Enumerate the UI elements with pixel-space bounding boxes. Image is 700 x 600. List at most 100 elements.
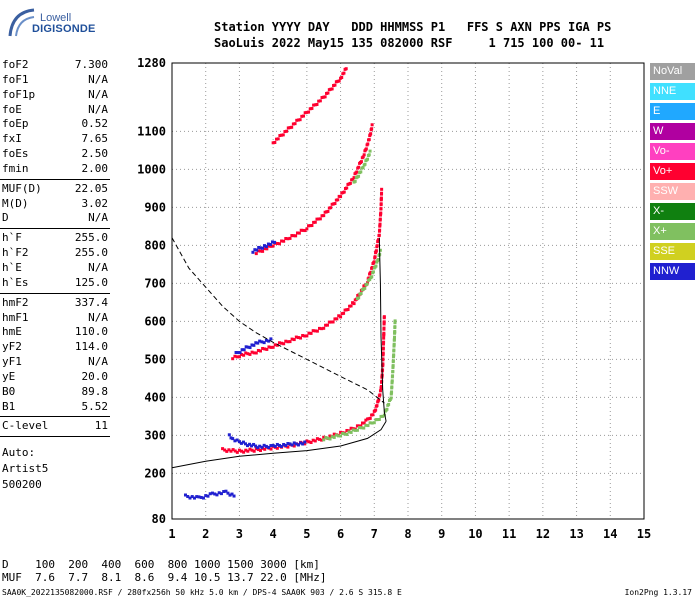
echo-point <box>294 234 298 238</box>
x-tick-label: 5 <box>303 527 310 541</box>
echo-point <box>239 441 243 445</box>
echo-point <box>364 147 368 151</box>
echo-point <box>223 448 227 452</box>
echo-point <box>349 426 353 430</box>
param-name: foF2 <box>2 58 29 71</box>
echo-point <box>380 187 384 191</box>
echo-point <box>370 127 374 131</box>
param-name: h`F <box>2 231 22 245</box>
echo-point <box>251 250 255 254</box>
echo-point <box>275 343 279 347</box>
echo-point <box>264 444 268 448</box>
echo-point <box>265 247 269 251</box>
echo-point <box>392 337 396 341</box>
echo-point <box>259 249 262 253</box>
echo-trace <box>183 489 236 500</box>
echo-point <box>285 129 289 133</box>
echo-point <box>387 402 391 406</box>
echo-point <box>240 449 244 453</box>
echo-point <box>303 334 307 338</box>
echo-point <box>262 443 266 447</box>
echo-point <box>389 396 393 400</box>
echo-point <box>322 214 326 218</box>
echo-point <box>286 445 290 449</box>
echo-point <box>240 348 244 352</box>
echo-point <box>277 341 281 345</box>
echo-point <box>305 334 309 338</box>
param-row: M(D) 3.02 <box>0 197 112 212</box>
echo-point <box>275 442 279 446</box>
echo-point <box>290 337 294 341</box>
echo-point <box>327 320 331 324</box>
echo-trace <box>322 319 397 442</box>
echo-point <box>266 242 270 246</box>
x-tick-label: 6 <box>337 527 344 541</box>
echo-point <box>295 231 299 235</box>
echo-point <box>341 431 345 435</box>
echo-point <box>333 202 337 206</box>
echo-point <box>269 444 273 448</box>
param-value: 2.00 <box>81 161 109 175</box>
echo-point <box>244 345 248 349</box>
echo-point <box>358 426 362 430</box>
param-row: yE 20.0 <box>0 370 112 385</box>
echo-point <box>318 326 321 330</box>
param-row: yF2 114.0 <box>0 340 112 355</box>
echo-point <box>344 67 348 71</box>
echo-point <box>382 340 386 344</box>
echo-point <box>391 369 395 373</box>
x-tick-label: 9 <box>438 527 445 541</box>
echo-point <box>318 217 322 221</box>
echo-point <box>368 149 372 153</box>
echo-point <box>381 346 385 350</box>
legend-item: W <box>650 123 695 140</box>
echo-point <box>378 393 382 397</box>
echo-point <box>349 304 353 308</box>
echo-point <box>359 424 363 428</box>
param-name: MUF(D) <box>2 181 42 195</box>
echo-point <box>253 248 257 252</box>
echo-point <box>288 340 292 344</box>
param-value: 7.300 <box>74 58 108 71</box>
echo-point <box>208 492 212 496</box>
echo-traces <box>183 67 397 500</box>
echo-point <box>235 450 239 454</box>
echo-point <box>280 444 284 448</box>
echo-point <box>355 428 359 432</box>
echo-point <box>294 335 298 339</box>
echo-point <box>368 278 372 282</box>
echo-point <box>391 374 395 378</box>
echo-point <box>377 233 381 237</box>
echo-point <box>269 447 273 451</box>
echo-point <box>259 246 263 250</box>
echo-point <box>357 424 361 428</box>
x-tick-label: 14 <box>603 527 617 541</box>
echo-point <box>320 214 324 218</box>
echo-point <box>380 379 384 383</box>
echo-point <box>303 440 307 444</box>
echo-point <box>215 493 219 497</box>
echo-point <box>339 434 343 438</box>
echo-point <box>381 351 385 355</box>
echo-point <box>267 244 271 248</box>
echo-point <box>242 353 246 357</box>
param-row: foE N/A <box>0 103 112 118</box>
echo-point <box>381 414 385 418</box>
echo-point <box>332 435 336 439</box>
echo-point <box>291 122 295 126</box>
echo-point <box>322 326 326 330</box>
station-header: Station YYYY DAY DDD HHMMSS P1 FFS S AXN… <box>214 19 611 51</box>
echo-point <box>379 414 383 418</box>
echo-point <box>204 494 208 498</box>
legend-item: SSW <box>650 183 695 200</box>
echo-point <box>372 260 376 264</box>
y-tick-label: 800 <box>144 238 166 252</box>
echo-point <box>355 424 359 428</box>
echo-point <box>393 329 397 333</box>
echo-point <box>277 443 281 447</box>
legend-item: X+ <box>650 223 695 240</box>
echo-point <box>303 229 307 233</box>
echo-point <box>309 331 313 335</box>
echo-point <box>300 114 304 118</box>
